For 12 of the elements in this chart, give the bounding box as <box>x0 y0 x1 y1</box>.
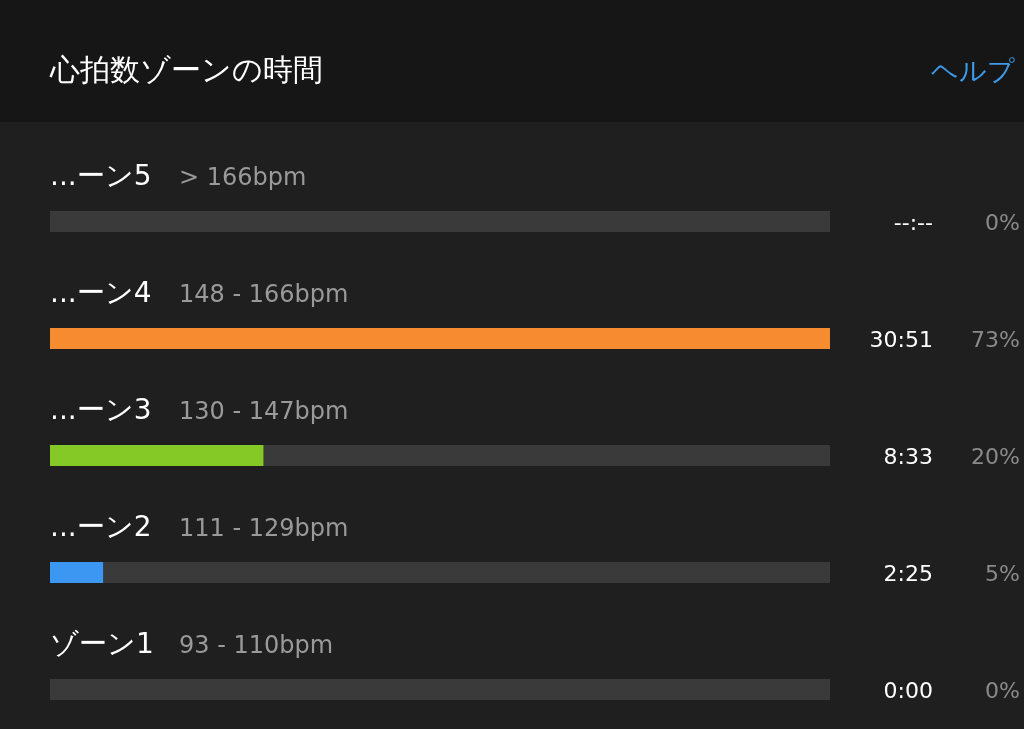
annotation: 93 - 110bpm <box>179 631 334 659</box>
annotation: 130 - 147bpm <box>179 397 349 425</box>
title: 心拍数ゾーンの時間 <box>50 52 323 87</box>
annotation: 2:25 <box>883 561 933 586</box>
annotation: 111 - 129bpm <box>179 514 349 542</box>
annotation: 30:51 <box>869 327 933 352</box>
annotation: 148 - 166bpm <box>179 280 349 308</box>
annotation: ヘルプ <box>931 55 1015 86</box>
annotation: 0:00 <box>883 678 933 703</box>
annotation: --:-- <box>893 210 933 235</box>
annotation: > 166bpm <box>179 163 307 191</box>
annotation: 8:33 <box>883 444 933 469</box>
